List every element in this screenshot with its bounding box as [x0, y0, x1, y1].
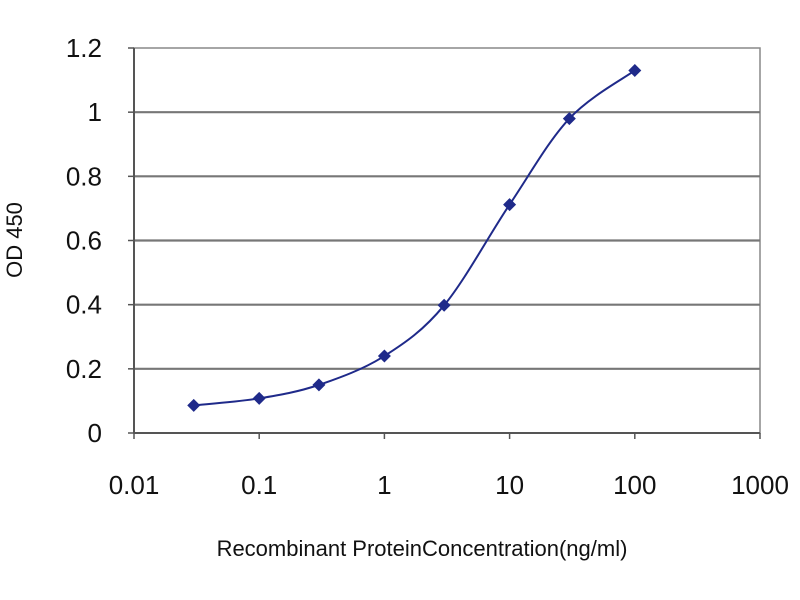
- x-tick-label: 1: [377, 470, 391, 500]
- y-axis-title: OD 450: [2, 202, 27, 278]
- data-point: [503, 198, 517, 212]
- data-point: [252, 391, 266, 405]
- y-tick-label: 1.2: [66, 33, 102, 63]
- x-axis-title: Recombinant ProteinConcentration(ng/ml): [217, 536, 628, 561]
- data-point: [377, 349, 391, 363]
- x-tick-label: 0.1: [241, 470, 277, 500]
- x-tick-label: 0.01: [109, 470, 160, 500]
- y-tick-labels: 0 0.2 0.4 0.6 0.8 1 1.2: [66, 33, 102, 448]
- data-point: [312, 378, 326, 392]
- y-tick-label: 0.2: [66, 354, 102, 384]
- data-point: [628, 63, 642, 77]
- x-tick-label: 1000: [731, 470, 789, 500]
- data-point: [187, 398, 201, 412]
- y-tick-label: 0.8: [66, 161, 102, 191]
- y-tick-label: 1: [88, 97, 102, 127]
- y-tick-label: 0.6: [66, 226, 102, 256]
- x-tick-labels: 0.01 0.1 1 10 100 1000: [109, 470, 789, 500]
- data-point: [437, 298, 451, 312]
- axes: [128, 47, 761, 439]
- y-tick-label: 0.4: [66, 290, 102, 320]
- y-tick-label: 0: [88, 418, 102, 448]
- data-point: [562, 112, 576, 126]
- x-tick-label: 100: [613, 470, 656, 500]
- x-tick-label: 10: [495, 470, 524, 500]
- data-points: [187, 63, 642, 412]
